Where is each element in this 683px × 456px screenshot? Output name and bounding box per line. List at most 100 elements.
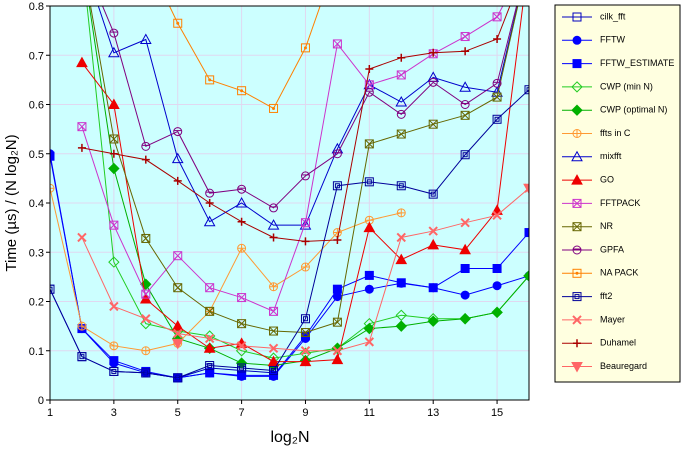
marker bbox=[236, 341, 247, 351]
marker bbox=[237, 243, 247, 253]
marker bbox=[365, 65, 374, 74]
x-tick-label: 9 bbox=[302, 407, 308, 419]
marker bbox=[141, 233, 151, 243]
marker bbox=[109, 301, 119, 312]
marker bbox=[173, 18, 183, 28]
marker bbox=[108, 162, 120, 175]
marker bbox=[173, 373, 183, 383]
marker bbox=[492, 12, 502, 22]
marker bbox=[141, 314, 151, 324]
marker bbox=[333, 235, 342, 244]
series-line bbox=[101, 6, 518, 209]
marker bbox=[300, 171, 310, 181]
legend-label: ffts in C bbox=[600, 128, 631, 138]
marker bbox=[428, 283, 438, 293]
marker bbox=[572, 12, 582, 22]
marker bbox=[460, 100, 470, 109]
marker bbox=[109, 28, 119, 38]
marker bbox=[396, 70, 406, 80]
marker bbox=[237, 363, 247, 373]
marker bbox=[332, 284, 342, 294]
marker bbox=[109, 134, 119, 144]
marker bbox=[332, 181, 342, 191]
marker bbox=[571, 104, 583, 116]
marker bbox=[460, 150, 470, 160]
marker bbox=[364, 337, 375, 347]
marker bbox=[109, 149, 118, 158]
marker bbox=[77, 352, 87, 362]
y-tick-label: 0.3 bbox=[29, 247, 44, 259]
x-tick-label: 1 bbox=[47, 407, 53, 419]
marker bbox=[300, 218, 310, 228]
marker bbox=[141, 368, 151, 378]
marker bbox=[50, 151, 55, 161]
marker bbox=[237, 370, 247, 380]
marker bbox=[269, 370, 279, 380]
marker bbox=[141, 155, 150, 164]
marker bbox=[205, 306, 215, 316]
marker bbox=[571, 362, 583, 373]
marker bbox=[235, 196, 248, 208]
series-line bbox=[86, 6, 529, 359]
series-line bbox=[97, 6, 518, 226]
marker bbox=[572, 222, 582, 232]
x-tick-label: 15 bbox=[491, 407, 503, 419]
marker bbox=[572, 59, 582, 69]
marker bbox=[493, 34, 502, 43]
marker bbox=[205, 188, 215, 198]
marker bbox=[492, 264, 502, 274]
marker bbox=[572, 292, 582, 302]
marker bbox=[108, 256, 120, 268]
marker bbox=[173, 283, 183, 293]
legend-label: mixfft bbox=[600, 151, 622, 161]
marker bbox=[459, 313, 471, 325]
marker bbox=[171, 320, 184, 331]
marker bbox=[237, 86, 247, 96]
legend-label: Beauregard bbox=[600, 361, 647, 371]
series-line bbox=[50, 153, 529, 379]
marker bbox=[363, 221, 376, 233]
marker bbox=[332, 346, 343, 356]
marker bbox=[571, 81, 583, 93]
marker bbox=[109, 366, 119, 376]
marker bbox=[492, 92, 502, 102]
marker bbox=[205, 368, 215, 378]
marker bbox=[397, 53, 406, 62]
marker bbox=[460, 110, 470, 120]
y-tick-label: 0.4 bbox=[29, 198, 44, 210]
marker bbox=[571, 174, 583, 185]
legend-label: fft2 bbox=[600, 291, 612, 301]
marker bbox=[332, 39, 342, 49]
marker bbox=[396, 109, 406, 119]
marker bbox=[428, 77, 438, 87]
marker bbox=[395, 320, 407, 332]
marker bbox=[171, 152, 184, 164]
marker bbox=[492, 78, 502, 88]
x-tick-label: 5 bbox=[175, 407, 181, 419]
marker bbox=[428, 189, 438, 199]
marker bbox=[460, 217, 470, 228]
marker bbox=[427, 238, 440, 250]
marker bbox=[300, 314, 310, 324]
marker bbox=[572, 315, 582, 325]
x-axis-title: log₂N bbox=[270, 429, 309, 446]
marker bbox=[268, 343, 279, 353]
marker bbox=[396, 129, 406, 139]
marker bbox=[173, 127, 183, 137]
marker bbox=[461, 47, 470, 56]
marker bbox=[171, 338, 184, 350]
marker bbox=[50, 183, 55, 193]
marker bbox=[109, 341, 119, 351]
y-tick-label: 0.2 bbox=[29, 297, 44, 309]
marker bbox=[395, 253, 408, 265]
legend-label: NR bbox=[600, 221, 613, 231]
marker bbox=[205, 361, 215, 371]
marker bbox=[237, 217, 246, 226]
marker bbox=[332, 317, 342, 327]
marker bbox=[173, 251, 183, 261]
marker bbox=[269, 103, 279, 113]
marker bbox=[524, 85, 529, 95]
marker bbox=[301, 237, 310, 246]
x-tick-label: 11 bbox=[364, 407, 375, 419]
